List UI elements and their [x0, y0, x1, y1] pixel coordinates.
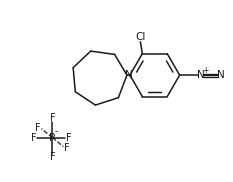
- Text: N: N: [125, 70, 133, 80]
- Text: P: P: [49, 133, 55, 143]
- Text: -: -: [55, 127, 58, 136]
- Text: +: +: [202, 66, 208, 75]
- Text: F: F: [31, 133, 36, 143]
- Text: F: F: [50, 113, 55, 123]
- Text: N: N: [197, 70, 204, 80]
- Text: N: N: [217, 70, 225, 80]
- Text: Cl: Cl: [135, 32, 146, 42]
- Text: F: F: [65, 143, 70, 153]
- Text: F: F: [50, 153, 55, 163]
- Text: F: F: [66, 133, 72, 143]
- Text: F: F: [35, 123, 40, 133]
